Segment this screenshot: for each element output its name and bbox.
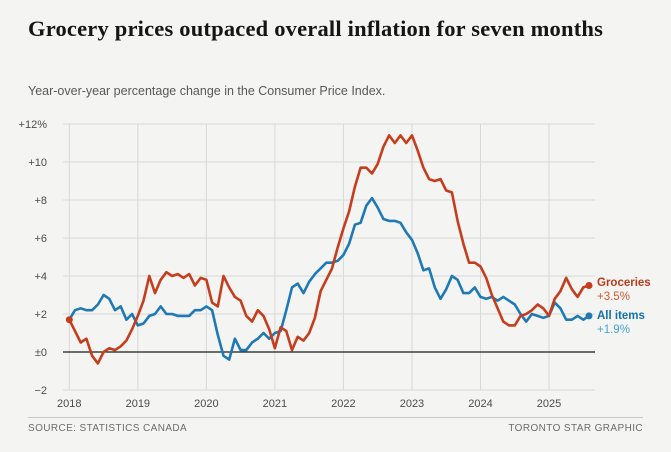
y-axis-label: +8 (34, 195, 47, 207)
all-items-latest-value: +1.9% (597, 324, 630, 336)
groceries-start-dot (65, 316, 73, 324)
legend-item-all-items: All items +1.9% (597, 309, 645, 337)
y-axis-label: −2 (34, 385, 47, 397)
legend-item-groceries: Groceries +3.5% (597, 276, 651, 304)
y-axis-label: +10 (28, 157, 47, 169)
groceries-latest-value: +3.5% (597, 291, 630, 303)
x-axis-label: 2020 (194, 398, 218, 410)
groceries-series-label: Groceries (597, 277, 651, 289)
all-items-line (68, 196, 591, 361)
x-axis-label: 2018 (57, 398, 81, 410)
groceries-end-dot (585, 282, 593, 289)
x-axis-label: 2025 (537, 398, 561, 410)
all-items-series-label: All items (597, 310, 645, 322)
y-axis-label: +2 (34, 309, 47, 321)
x-axis-label: 2022 (331, 398, 355, 410)
y-axis-label: ±0 (35, 347, 47, 359)
graphic-credit: TORONTO STAR GRAPHIC (508, 423, 643, 434)
x-axis-label: 2024 (468, 398, 492, 410)
source-credit: SOURCE: STATISTICS CANADA (28, 423, 188, 434)
y-axis-label: +12% (19, 119, 48, 131)
y-axis-label: +4 (34, 271, 47, 283)
page-title: Grocery prices outpaced overall inflatio… (28, 16, 604, 41)
chart-subtitle: Year-over-year percentage change in the … (28, 84, 386, 98)
y-axis-label: +6 (34, 233, 47, 245)
groceries-line (68, 134, 591, 365)
x-axis-label: 2023 (400, 398, 424, 410)
x-axis-label: 2019 (126, 398, 150, 410)
footer-divider (28, 417, 643, 418)
x-axis-label: 2021 (263, 398, 287, 410)
all-items-end-dot (585, 312, 593, 320)
